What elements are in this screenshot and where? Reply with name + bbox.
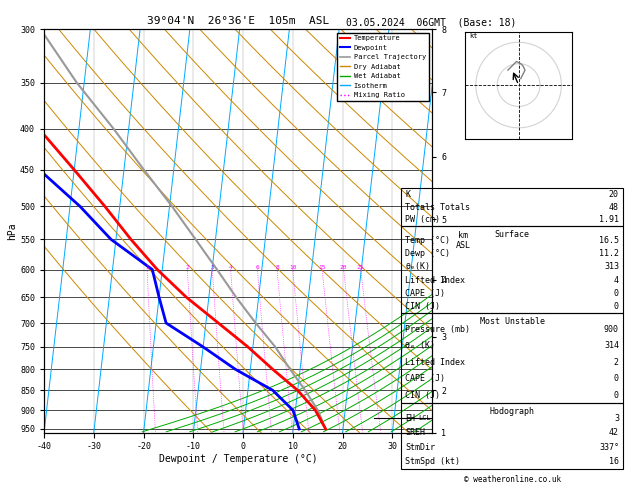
Text: Totals Totals: Totals Totals — [405, 203, 470, 211]
Text: 10: 10 — [289, 264, 296, 270]
Text: Lifted Index: Lifted Index — [405, 276, 465, 285]
Y-axis label: km
ASL: km ASL — [455, 231, 470, 250]
Text: Hodograph: Hodograph — [489, 407, 535, 417]
Text: 16: 16 — [609, 457, 619, 466]
Text: EH: EH — [405, 414, 415, 423]
Text: © weatheronline.co.uk: © weatheronline.co.uk — [464, 474, 561, 484]
Text: LCL: LCL — [418, 415, 431, 421]
Text: 4: 4 — [229, 264, 233, 270]
Text: PW (cm): PW (cm) — [405, 215, 440, 224]
Text: CAPE (J): CAPE (J) — [405, 289, 445, 298]
Text: 2: 2 — [186, 264, 189, 270]
Text: Surface: Surface — [494, 230, 530, 239]
Text: 20: 20 — [340, 264, 347, 270]
Text: 8: 8 — [276, 264, 279, 270]
Text: 6: 6 — [255, 264, 259, 270]
Text: 3: 3 — [211, 264, 214, 270]
Text: 42: 42 — [609, 428, 619, 437]
Text: θₑ (K): θₑ (K) — [405, 341, 435, 350]
Text: 2: 2 — [614, 358, 619, 367]
Text: StmDir: StmDir — [405, 443, 435, 452]
Legend: Temperature, Dewpoint, Parcel Trajectory, Dry Adiabat, Wet Adiabat, Isotherm, Mi: Temperature, Dewpoint, Parcel Trajectory… — [337, 33, 429, 101]
Text: 900: 900 — [604, 325, 619, 334]
X-axis label: Dewpoint / Temperature (°C): Dewpoint / Temperature (°C) — [159, 454, 318, 464]
Text: Dewp (°C): Dewp (°C) — [405, 249, 450, 258]
Text: 25: 25 — [357, 264, 364, 270]
Text: 0: 0 — [614, 374, 619, 383]
Text: 337°: 337° — [599, 443, 619, 452]
Title: 39°04'N  26°36'E  105m  ASL: 39°04'N 26°36'E 105m ASL — [147, 16, 329, 26]
Text: 48: 48 — [609, 203, 619, 211]
Text: kt: kt — [469, 33, 478, 39]
Text: 0: 0 — [614, 302, 619, 312]
Text: 03.05.2024  06GMT  (Base: 18): 03.05.2024 06GMT (Base: 18) — [346, 17, 516, 27]
Text: CIN (J): CIN (J) — [405, 391, 440, 399]
Text: 16.5: 16.5 — [599, 236, 619, 245]
Text: 1.91: 1.91 — [599, 215, 619, 224]
Text: CIN (J): CIN (J) — [405, 302, 440, 312]
Text: 15: 15 — [318, 264, 326, 270]
Text: θₑ(K): θₑ(K) — [405, 262, 430, 272]
Text: 0: 0 — [614, 391, 619, 399]
Text: Lifted Index: Lifted Index — [405, 358, 465, 367]
Text: 11.2: 11.2 — [599, 249, 619, 258]
Text: Pressure (mb): Pressure (mb) — [405, 325, 470, 334]
Text: 1: 1 — [145, 264, 149, 270]
Text: StmSpd (kt): StmSpd (kt) — [405, 457, 460, 466]
Y-axis label: hPa: hPa — [7, 222, 17, 240]
Text: 313: 313 — [604, 262, 619, 272]
Text: CAPE (J): CAPE (J) — [405, 374, 445, 383]
Text: Temp (°C): Temp (°C) — [405, 236, 450, 245]
Text: 20: 20 — [609, 190, 619, 199]
Text: SREH: SREH — [405, 428, 425, 437]
Text: Most Unstable: Most Unstable — [479, 317, 545, 327]
Text: 314: 314 — [604, 341, 619, 350]
Text: 3: 3 — [614, 414, 619, 423]
Text: 0: 0 — [614, 289, 619, 298]
Text: 4: 4 — [614, 276, 619, 285]
Text: K: K — [405, 190, 410, 199]
